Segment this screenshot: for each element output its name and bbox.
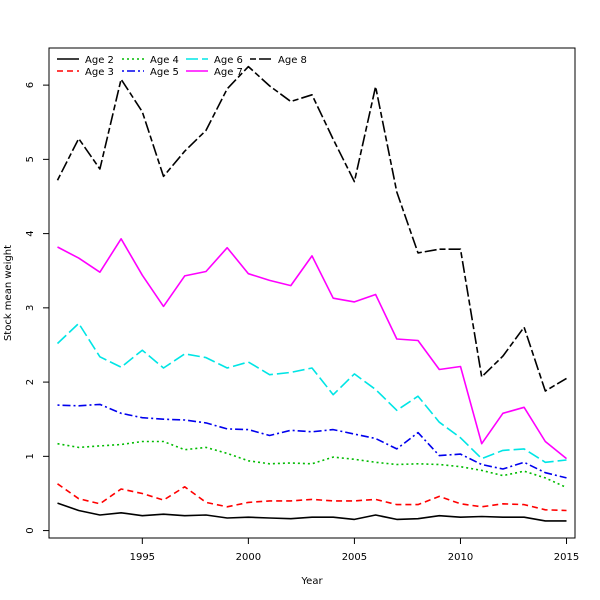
legend-item-age-7: Age 7 xyxy=(186,67,243,78)
y-tick-label: 2 xyxy=(25,379,36,385)
legend-item-age-8: Age 8 xyxy=(250,55,307,66)
legend-label: Age 6 xyxy=(214,55,243,66)
series-line-age-2 xyxy=(57,502,567,522)
x-tick-label: 2005 xyxy=(342,552,367,563)
legend-item-age-2: Age 2 xyxy=(57,55,114,66)
legend-label: Age 3 xyxy=(85,67,114,78)
series-line-age-5 xyxy=(57,403,567,479)
series-layer xyxy=(56,65,568,522)
legend-label: Age 7 xyxy=(214,67,243,78)
legend-item-age-4: Age 4 xyxy=(122,55,179,66)
y-tick-label: 1 xyxy=(25,453,36,459)
y-tick-label: 0 xyxy=(25,527,36,533)
y-tick-label: 6 xyxy=(25,82,36,88)
x-tick-label: 2000 xyxy=(236,552,261,563)
plot-frame xyxy=(48,47,576,539)
series-line-age-8 xyxy=(56,65,567,392)
y-tick-label: 3 xyxy=(25,305,36,311)
series-line-age-7 xyxy=(57,238,568,460)
legend-label: Age 8 xyxy=(278,55,307,66)
legend-item-age-5: Age 5 xyxy=(122,67,179,78)
legend-item-age-6: Age 6 xyxy=(186,55,243,66)
x-axis-title: Year xyxy=(300,576,323,587)
legend-label: Age 5 xyxy=(150,67,179,78)
y-tick-label: 4 xyxy=(25,230,36,236)
x-tick-label: 2015 xyxy=(554,552,579,563)
legend-label: Age 4 xyxy=(150,55,179,66)
x-axis: 1995 2000 2005 2010 2015 xyxy=(130,538,579,563)
y-axis: 0 1 2 3 4 5 6 xyxy=(25,82,49,534)
series-line-age-6 xyxy=(56,322,567,464)
series-line-age-4 xyxy=(57,440,567,489)
legend-item-age-3: Age 3 xyxy=(57,67,114,78)
x-tick-label: 2010 xyxy=(448,552,473,563)
x-tick-label: 1995 xyxy=(130,552,155,563)
series-line-age-3 xyxy=(57,483,567,512)
y-tick-label: 5 xyxy=(25,156,36,162)
legend-label: Age 2 xyxy=(85,55,114,66)
y-axis-title: Stock mean weight xyxy=(3,245,14,341)
